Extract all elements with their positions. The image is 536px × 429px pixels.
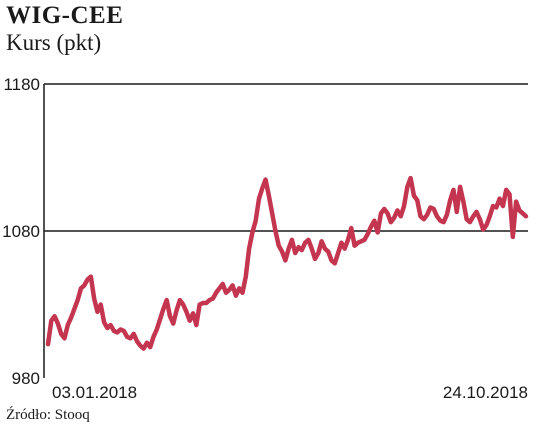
chart-title: WIG-CEE (6, 2, 124, 29)
y-tick-label-top: 1180 (3, 75, 40, 94)
x-label-start: 03.01.2018 (52, 383, 137, 402)
x-label-end: 24.10.2018 (443, 383, 528, 402)
source-note: Źródło: Stooq (6, 407, 90, 423)
y-tick-label-mid: 1080 (2, 222, 40, 241)
series-line (45, 175, 529, 351)
chart-subtitle: Kurs (pkt) (6, 30, 102, 55)
y-tick-label-bottom: 980 (12, 369, 40, 388)
